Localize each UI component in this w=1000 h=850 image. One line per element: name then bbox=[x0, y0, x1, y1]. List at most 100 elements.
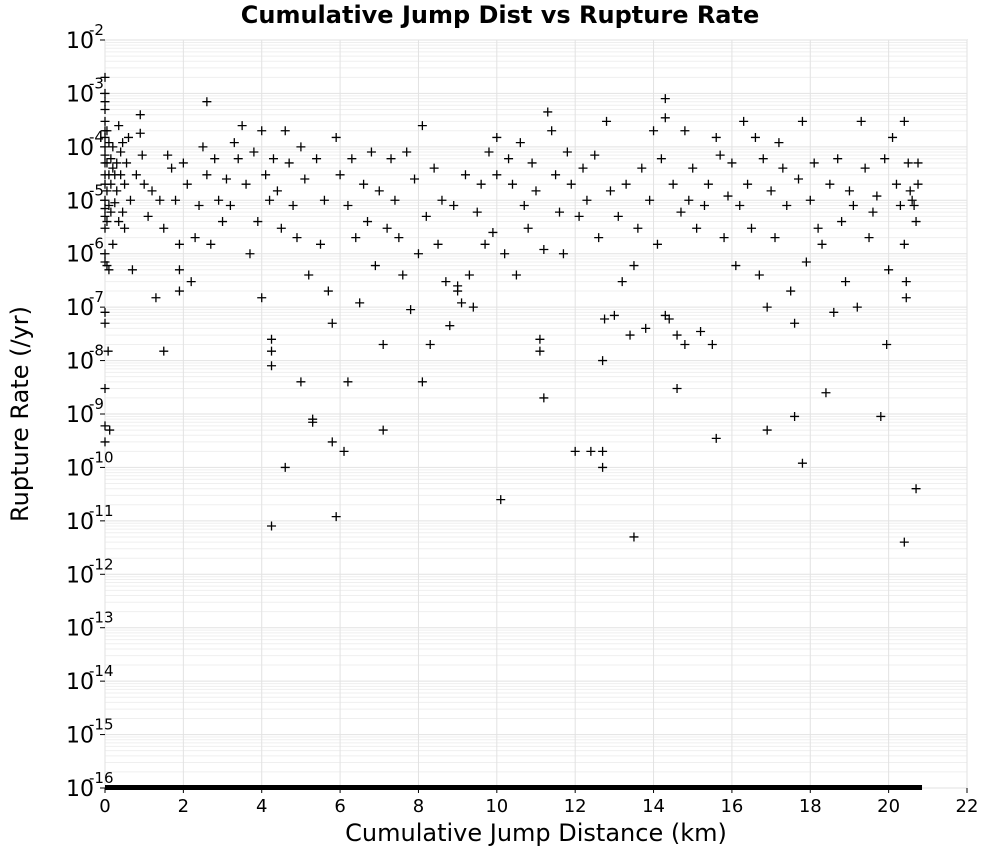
data-point bbox=[127, 265, 137, 275]
y-tick-base: 10 bbox=[66, 670, 94, 695]
data-point bbox=[417, 377, 427, 387]
x-axis-ticks: 0 2 4 6 8 10 12 14 16 18 20 22 bbox=[99, 788, 978, 817]
data-point bbox=[190, 233, 200, 243]
data-point bbox=[672, 384, 682, 394]
data-point bbox=[602, 116, 612, 126]
data-point bbox=[727, 158, 737, 168]
y-tick-exponent: -11 bbox=[89, 502, 114, 520]
data-point bbox=[570, 446, 580, 456]
data-point bbox=[441, 277, 451, 287]
data-point bbox=[511, 270, 521, 280]
data-point bbox=[794, 174, 804, 184]
y-tick-exponent: -4 bbox=[89, 128, 104, 146]
data-point bbox=[660, 113, 670, 123]
data-point bbox=[598, 462, 608, 472]
data-point bbox=[249, 147, 259, 157]
data-point bbox=[374, 186, 384, 196]
y-tick-base: 10 bbox=[66, 296, 94, 321]
data-point bbox=[660, 94, 670, 104]
data-point bbox=[801, 257, 811, 267]
y-tick-base: 10 bbox=[66, 136, 94, 161]
data-point bbox=[267, 346, 277, 356]
data-point bbox=[114, 121, 124, 131]
data-point bbox=[672, 330, 682, 340]
data-point bbox=[257, 293, 267, 303]
data-point bbox=[844, 186, 854, 196]
data-point bbox=[515, 138, 525, 148]
data-point bbox=[186, 277, 196, 287]
data-point bbox=[171, 195, 181, 205]
data-point bbox=[272, 186, 282, 196]
data-point bbox=[905, 186, 915, 196]
data-point bbox=[100, 116, 110, 126]
data-point bbox=[758, 154, 768, 164]
data-point bbox=[797, 116, 807, 126]
y-tick-base: 10 bbox=[66, 563, 94, 588]
data-point bbox=[460, 170, 470, 180]
data-point bbox=[805, 195, 815, 205]
data-point bbox=[739, 116, 749, 126]
y-tick-exponent: -16 bbox=[89, 769, 114, 787]
data-point bbox=[425, 339, 435, 349]
data-point bbox=[519, 200, 529, 210]
data-point bbox=[116, 170, 126, 180]
data-point bbox=[351, 233, 361, 243]
data-point bbox=[296, 377, 306, 387]
data-point bbox=[754, 270, 764, 280]
y-tick-exponent: -13 bbox=[89, 609, 114, 627]
data-point bbox=[137, 150, 147, 160]
y-tick-exponent: -2 bbox=[89, 21, 104, 39]
data-point bbox=[872, 191, 882, 201]
data-point bbox=[210, 154, 220, 164]
y-tick-base: 10 bbox=[66, 403, 94, 428]
data-point bbox=[394, 233, 404, 243]
data-point bbox=[206, 239, 216, 249]
data-point bbox=[562, 147, 572, 157]
data-point bbox=[821, 388, 831, 398]
data-point bbox=[586, 446, 596, 456]
data-point bbox=[174, 286, 184, 296]
y-axis-ticks: 10-210-310-410-510-610-710-810-910-1010-… bbox=[66, 21, 114, 802]
data-point bbox=[860, 163, 870, 173]
data-point bbox=[715, 150, 725, 160]
data-point bbox=[617, 277, 627, 287]
data-point bbox=[124, 132, 134, 142]
data-point bbox=[833, 154, 843, 164]
data-point bbox=[106, 207, 116, 217]
y-tick-base: 10 bbox=[66, 243, 94, 268]
data-point bbox=[899, 116, 909, 126]
x-tick-label: 2 bbox=[178, 796, 189, 817]
data-point bbox=[339, 446, 349, 456]
data-point bbox=[102, 261, 112, 271]
data-point bbox=[319, 195, 329, 205]
data-point bbox=[594, 233, 604, 243]
data-point bbox=[578, 163, 588, 173]
data-point bbox=[841, 277, 851, 287]
data-point bbox=[913, 179, 923, 189]
data-point bbox=[629, 532, 639, 542]
data-point bbox=[108, 239, 118, 249]
data-point bbox=[649, 126, 659, 136]
data-point bbox=[135, 110, 145, 120]
y-tick-base: 10 bbox=[66, 617, 94, 642]
data-point bbox=[680, 339, 690, 349]
data-point bbox=[468, 302, 478, 312]
data-point bbox=[605, 186, 615, 196]
y-tick-exponent: -7 bbox=[89, 288, 104, 306]
data-point bbox=[711, 132, 721, 142]
y-tick-exponent: -3 bbox=[89, 74, 104, 92]
data-point bbox=[398, 270, 408, 280]
data-point bbox=[590, 150, 600, 160]
data-point bbox=[100, 105, 110, 115]
data-point bbox=[837, 217, 847, 227]
data-point bbox=[218, 217, 228, 227]
data-point bbox=[429, 163, 439, 173]
data-point bbox=[621, 179, 631, 189]
data-point bbox=[743, 179, 753, 189]
data-point bbox=[476, 179, 486, 189]
data-point bbox=[911, 217, 921, 227]
data-point bbox=[280, 126, 290, 136]
data-point bbox=[735, 200, 745, 210]
data-point bbox=[786, 286, 796, 296]
